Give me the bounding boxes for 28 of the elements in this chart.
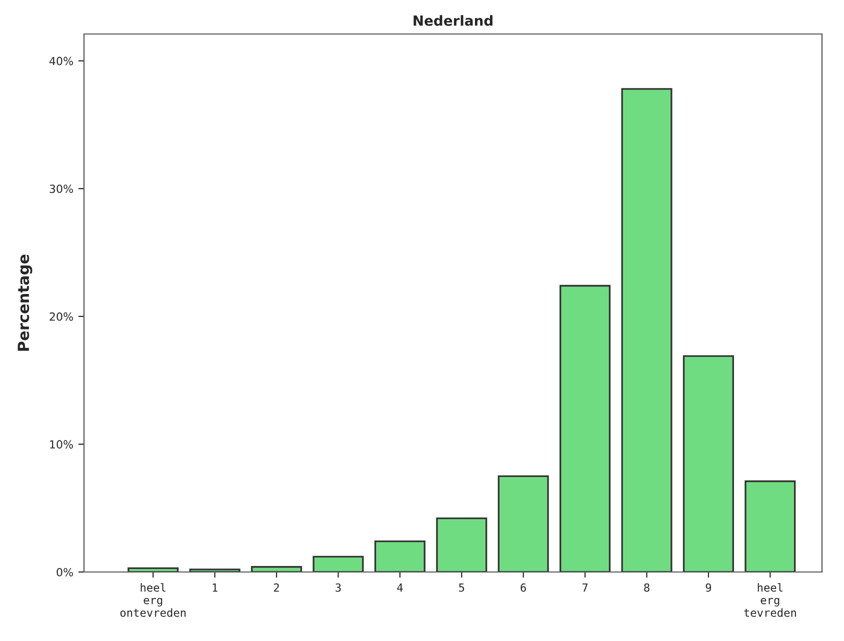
- bar: [312, 556, 364, 572]
- bar: [560, 284, 611, 572]
- x-tick-label: 9: [706, 583, 712, 592]
- x-tick-label: heel erg tevreden: [744, 583, 796, 617]
- bar: [682, 355, 734, 572]
- bar: [436, 517, 488, 572]
- y-tick-label: 20%: [50, 312, 73, 321]
- bar: [621, 88, 672, 572]
- y-axis-title: Percentage: [18, 254, 32, 351]
- x-tick-label: 1: [212, 584, 218, 592]
- x-tick-label: heel erg ontevreden: [120, 583, 186, 617]
- x-tick-label: 2: [274, 583, 279, 592]
- y-tick-label: 10%: [50, 440, 73, 449]
- bar: [251, 566, 302, 572]
- x-tick-label: 8: [644, 583, 650, 592]
- x-tick-label: 7: [582, 584, 588, 592]
- x-tick-label: 4: [397, 584, 403, 592]
- chart-title: Nederland: [414, 15, 492, 26]
- x-tick-label: 6: [520, 583, 526, 592]
- x-tick-label: 3: [336, 583, 341, 592]
- y-tick-label: 40%: [49, 56, 73, 66]
- bar: [744, 480, 796, 572]
- y-tick-label: 30%: [50, 184, 73, 194]
- bar: [189, 568, 240, 572]
- bar: [498, 475, 549, 572]
- bar: [374, 540, 426, 572]
- x-tick-label: 5: [459, 584, 464, 592]
- y-tick-label: 0%: [56, 568, 73, 576]
